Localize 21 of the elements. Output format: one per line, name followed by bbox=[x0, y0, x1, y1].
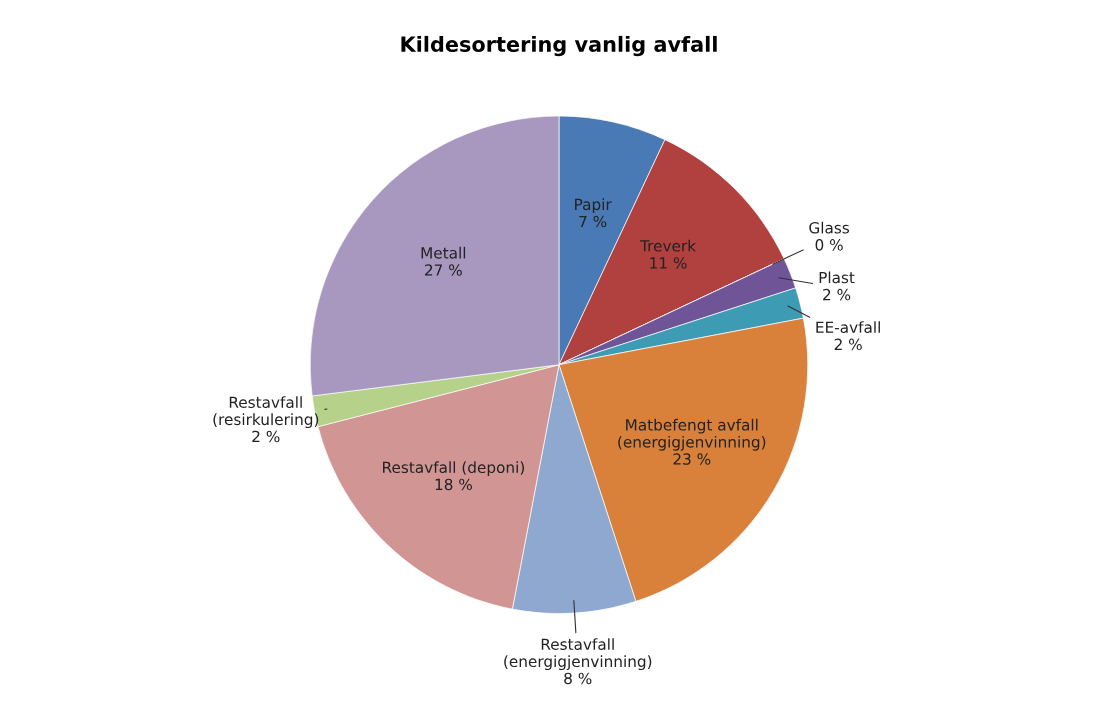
slice-label: Restavfall (resirkulering) bbox=[213, 396, 319, 429]
data-label: 2 % bbox=[823, 288, 851, 301]
data-label: 27 % bbox=[425, 264, 462, 276]
text: 0 % bbox=[815, 239, 843, 251]
data-label: 23 % bbox=[673, 453, 711, 465]
slice-label: Restavfall (energigjenvinning) bbox=[504, 638, 652, 671]
data-label: 18 % bbox=[435, 478, 472, 491]
slice-label: Plast bbox=[819, 271, 855, 284]
data-label: 11 % bbox=[650, 257, 687, 269]
slice-label: EE-avfall bbox=[816, 321, 880, 334]
chart-title: Kildesortering vanlig avfall bbox=[401, 35, 717, 57]
data-label: 7 % bbox=[579, 215, 607, 228]
slice-label: Treverk bbox=[640, 239, 696, 252]
data-label: 8 % bbox=[564, 672, 592, 685]
data-label: 2 % bbox=[252, 430, 280, 443]
slice-label: Matbefengt avfall (energigjenvinning) bbox=[618, 418, 766, 451]
slice-label: Restavfall (deponi) bbox=[383, 461, 524, 477]
data-label: 2 % bbox=[834, 338, 862, 351]
slice-label: Metall bbox=[421, 246, 466, 259]
category-label: Glass bbox=[809, 221, 850, 234]
slice-label: Papir bbox=[575, 198, 612, 214]
